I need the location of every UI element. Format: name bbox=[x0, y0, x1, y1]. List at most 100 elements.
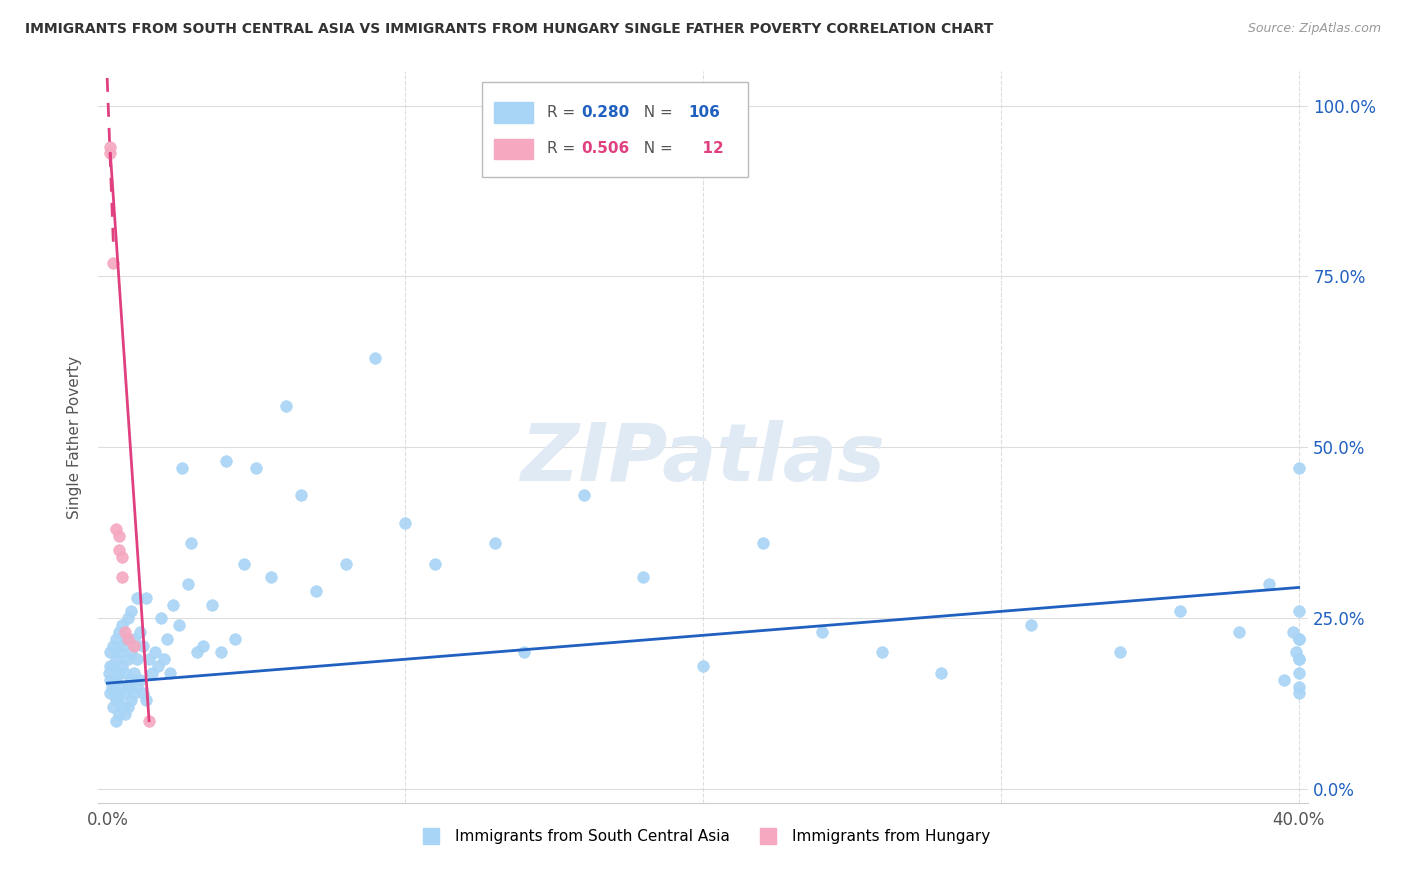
Point bbox=[105, 673, 128, 687]
Point bbox=[513, 645, 536, 659]
Point bbox=[423, 557, 446, 571]
Point bbox=[811, 624, 834, 639]
Point bbox=[1288, 686, 1310, 700]
Text: 0.280: 0.280 bbox=[581, 105, 628, 120]
Point bbox=[132, 686, 155, 700]
Point bbox=[146, 659, 169, 673]
Point bbox=[200, 598, 222, 612]
Bar bbox=[494, 102, 533, 122]
Point bbox=[111, 680, 134, 694]
Point bbox=[127, 652, 149, 666]
Text: N =: N = bbox=[634, 142, 678, 156]
Point bbox=[129, 673, 152, 687]
Point bbox=[117, 680, 139, 694]
Point bbox=[111, 659, 134, 673]
Point bbox=[98, 686, 121, 700]
Text: R =: R = bbox=[547, 142, 581, 156]
Point bbox=[122, 686, 145, 700]
Point bbox=[114, 632, 136, 646]
Point bbox=[98, 139, 121, 153]
Point bbox=[108, 686, 131, 700]
Point bbox=[1288, 632, 1310, 646]
Text: 106: 106 bbox=[689, 105, 720, 120]
Point bbox=[929, 665, 952, 680]
Point bbox=[103, 659, 125, 673]
Point bbox=[1288, 604, 1310, 618]
Point bbox=[245, 460, 267, 475]
Point bbox=[105, 632, 128, 646]
Point bbox=[117, 611, 139, 625]
Point bbox=[141, 665, 163, 680]
Point bbox=[224, 632, 246, 646]
Point bbox=[233, 557, 256, 571]
Point bbox=[129, 624, 152, 639]
Point bbox=[138, 652, 160, 666]
Point bbox=[103, 700, 125, 714]
Point bbox=[692, 659, 714, 673]
Point bbox=[170, 460, 193, 475]
Point bbox=[111, 549, 134, 564]
Point bbox=[180, 536, 202, 550]
Point bbox=[114, 665, 136, 680]
Point bbox=[117, 700, 139, 714]
Text: IMMIGRANTS FROM SOUTH CENTRAL ASIA VS IMMIGRANTS FROM HUNGARY SINGLE FATHER POVE: IMMIGRANTS FROM SOUTH CENTRAL ASIA VS IM… bbox=[25, 22, 994, 37]
Point bbox=[1288, 652, 1310, 666]
Text: N =: N = bbox=[634, 105, 678, 120]
Point bbox=[162, 598, 184, 612]
Text: 0.506: 0.506 bbox=[581, 142, 628, 156]
Point bbox=[132, 639, 155, 653]
Point bbox=[98, 673, 121, 687]
Point bbox=[1285, 645, 1308, 659]
Point bbox=[1257, 577, 1279, 591]
Point bbox=[105, 693, 128, 707]
Point bbox=[290, 488, 312, 502]
Point bbox=[633, 570, 655, 584]
Point bbox=[108, 645, 131, 659]
Point bbox=[1019, 618, 1042, 632]
Point bbox=[111, 570, 134, 584]
Point bbox=[105, 522, 128, 536]
Point bbox=[98, 659, 121, 673]
Point bbox=[1272, 673, 1295, 687]
Point bbox=[127, 680, 149, 694]
Point bbox=[167, 618, 190, 632]
Point bbox=[1168, 604, 1191, 618]
Point bbox=[114, 686, 136, 700]
Point bbox=[117, 632, 139, 646]
Point bbox=[101, 680, 124, 694]
Point bbox=[120, 673, 142, 687]
Point bbox=[105, 652, 128, 666]
Point bbox=[215, 454, 238, 468]
Point bbox=[97, 665, 120, 680]
Point bbox=[122, 632, 145, 646]
Point bbox=[120, 693, 142, 707]
Text: ZIPatlas: ZIPatlas bbox=[520, 420, 886, 498]
Point bbox=[114, 706, 136, 721]
Point bbox=[103, 256, 125, 270]
Point bbox=[104, 686, 127, 700]
Point bbox=[191, 639, 214, 653]
Point bbox=[111, 639, 134, 653]
Point bbox=[186, 645, 208, 659]
Point bbox=[108, 529, 131, 543]
Point bbox=[120, 604, 142, 618]
Point bbox=[108, 542, 131, 557]
Point bbox=[177, 577, 200, 591]
Point bbox=[305, 583, 328, 598]
Point bbox=[156, 632, 179, 646]
Text: Source: ZipAtlas.com: Source: ZipAtlas.com bbox=[1247, 22, 1381, 36]
Point bbox=[364, 351, 387, 366]
FancyBboxPatch shape bbox=[482, 82, 748, 178]
Point bbox=[143, 645, 166, 659]
Point bbox=[870, 645, 893, 659]
Point bbox=[1288, 632, 1310, 646]
Point bbox=[335, 557, 357, 571]
Point bbox=[111, 618, 134, 632]
Point bbox=[107, 693, 129, 707]
Point bbox=[105, 714, 128, 728]
Point bbox=[98, 146, 121, 161]
Point bbox=[274, 400, 297, 414]
Point bbox=[1288, 460, 1310, 475]
Point bbox=[111, 700, 134, 714]
Point bbox=[108, 706, 131, 721]
